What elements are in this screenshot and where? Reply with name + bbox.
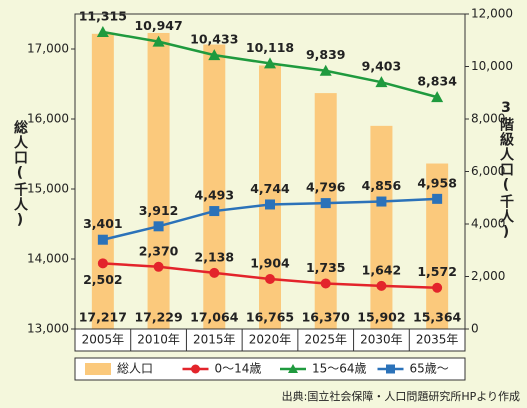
y-tick-label: 17,000 <box>27 42 69 56</box>
x-tick-label: 2010年 <box>137 333 180 347</box>
data-label: 16,370 <box>302 310 351 325</box>
legend-marker <box>191 364 200 374</box>
data-label: 10,947 <box>134 18 182 33</box>
marker <box>432 282 443 293</box>
data-label: 3,912 <box>139 203 179 218</box>
data-label: 8,834 <box>417 74 457 89</box>
marker <box>153 221 164 232</box>
legend-label: 総人口 <box>117 362 153 376</box>
bar <box>314 93 337 329</box>
x-tick-label: 2015年 <box>193 333 236 347</box>
data-label: 3,401 <box>83 216 123 231</box>
marker <box>209 267 220 278</box>
marker <box>319 64 332 76</box>
bar <box>147 32 170 329</box>
y2-tick-label: 6,000 <box>471 164 505 178</box>
data-label: 10,433 <box>190 32 238 47</box>
marker <box>320 198 331 209</box>
marker <box>97 258 108 269</box>
legend-label: 15〜64歳 <box>312 362 367 376</box>
marker <box>320 278 331 289</box>
marker <box>153 261 164 272</box>
legend-label: 65歳〜 <box>410 362 449 376</box>
source: 出典:国立社会保障・人口問題研究所HPより作成 <box>282 389 520 403</box>
data-label: 4,856 <box>362 178 402 193</box>
y-tick-label: 13,000 <box>27 322 69 336</box>
data-label: 1,642 <box>362 262 402 277</box>
marker <box>375 76 388 88</box>
data-label: 2,138 <box>195 249 235 264</box>
x-tick-label: 2020年 <box>249 333 292 347</box>
y2-tick-label: 10,000 <box>471 59 513 73</box>
bar <box>370 125 393 329</box>
data-label: 1,572 <box>417 264 457 279</box>
bar <box>259 65 281 329</box>
marker <box>376 196 387 207</box>
y2-tick-label: 4,000 <box>471 217 505 231</box>
marker <box>264 57 276 69</box>
data-label: 11,315 <box>79 8 127 23</box>
data-label: 2,370 <box>139 243 179 258</box>
data-label: 1,904 <box>250 256 290 271</box>
marker <box>431 91 444 103</box>
y2-tick-label: 12,000 <box>471 7 513 21</box>
marker <box>265 274 275 285</box>
data-label: 4,796 <box>306 180 346 195</box>
data-label: 1,735 <box>306 260 346 275</box>
y-tick-label: 16,000 <box>27 112 69 126</box>
data-label: 2,502 <box>83 272 123 287</box>
data-label: 9,839 <box>306 47 346 62</box>
y2-tick-label: 8,000 <box>471 112 505 126</box>
marker <box>432 193 443 204</box>
bar <box>91 33 114 330</box>
marker <box>265 199 275 210</box>
data-label: 4,958 <box>417 175 457 190</box>
marker <box>208 49 221 61</box>
data-label: 15,902 <box>357 310 405 325</box>
legend-marker <box>386 364 395 374</box>
legend-box <box>74 357 466 381</box>
data-label: 17,064 <box>190 310 239 325</box>
data-label: 10,118 <box>246 40 294 55</box>
marker <box>152 35 165 47</box>
marker <box>96 25 109 37</box>
x-tick-label: 2005年 <box>82 333 125 347</box>
data-label: 9,403 <box>362 59 402 74</box>
data-label: 17,217 <box>79 310 127 325</box>
data-label: 4,744 <box>250 181 290 196</box>
legend-marker <box>288 364 298 373</box>
legend-label: 0〜14歳 <box>215 362 262 376</box>
x-tick-label: 2035年 <box>416 333 459 347</box>
data-label: 16,765 <box>246 310 294 325</box>
marker <box>209 206 220 217</box>
y2-axis-label: 3階級人口(千人) <box>498 100 514 241</box>
x-tick-label: 2025年 <box>304 333 347 347</box>
marker <box>97 234 108 245</box>
marker <box>376 280 387 291</box>
category-row <box>74 328 466 352</box>
y2-tick-label: 2,000 <box>471 269 505 283</box>
y-axis-label: 総人口(千人) <box>12 119 28 229</box>
bar <box>203 44 226 330</box>
y-tick-label: 15,000 <box>27 182 69 196</box>
y2-tick-label: 0 <box>471 322 479 336</box>
data-label: 15,364 <box>413 310 462 325</box>
data-label: 4,493 <box>195 188 235 203</box>
x-tick-label: 2030年 <box>360 333 403 347</box>
legend-swatch <box>85 363 111 375</box>
y-tick-label: 14,000 <box>27 252 69 266</box>
data-label: 17,229 <box>134 310 182 325</box>
